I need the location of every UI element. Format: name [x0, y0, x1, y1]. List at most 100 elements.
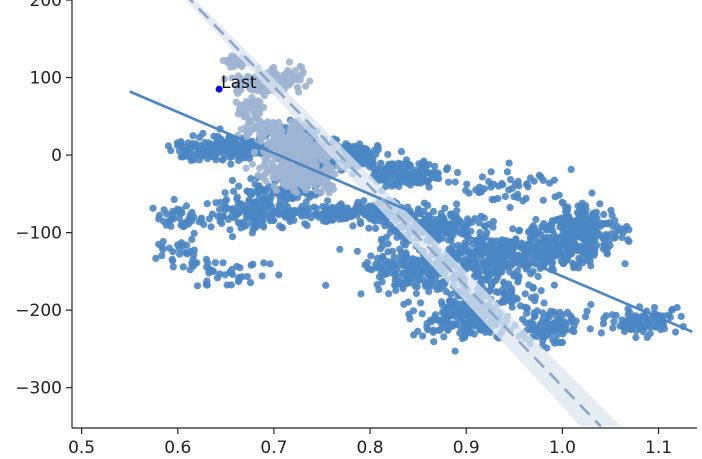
- data-point: [228, 265, 236, 273]
- data-point: [385, 290, 393, 298]
- data-point: [221, 189, 229, 197]
- data-point: [304, 209, 312, 217]
- fit-lines-layer: [129, 0, 693, 428]
- data-point: [278, 189, 286, 197]
- data-point: [454, 241, 462, 249]
- data-point: [556, 308, 564, 316]
- data-point: [444, 325, 452, 333]
- data-point: [534, 272, 542, 281]
- data-point: [261, 191, 269, 200]
- data-point: [475, 189, 483, 197]
- data-point: [636, 325, 644, 333]
- data-point: [170, 195, 178, 204]
- data-point: [326, 214, 334, 222]
- data-point: [223, 281, 231, 289]
- data-point: [213, 138, 221, 146]
- data-point: [540, 254, 548, 262]
- data-point: [220, 75, 228, 83]
- data-point: [423, 177, 431, 185]
- data-point: [384, 248, 392, 256]
- data-point: [292, 119, 300, 127]
- data-point: [596, 200, 604, 208]
- data-point: [247, 143, 255, 151]
- data-point: [610, 318, 618, 326]
- data-point: [299, 143, 307, 151]
- data-point: [607, 230, 616, 238]
- data-point: [449, 242, 457, 250]
- data-point: [564, 247, 572, 255]
- data-point: [539, 176, 548, 184]
- data-point: [496, 250, 505, 258]
- data-point: [189, 132, 197, 140]
- data-point: [212, 199, 220, 207]
- data-point: [203, 200, 211, 208]
- data-point: [539, 196, 547, 204]
- data-point: [415, 265, 423, 273]
- data-point: [351, 147, 359, 155]
- data-point: [557, 257, 565, 265]
- data-point: [152, 254, 160, 262]
- data-point: [235, 182, 243, 190]
- data-point: [454, 308, 462, 316]
- data-point: [415, 276, 423, 284]
- data-point: [173, 139, 182, 147]
- data-point: [399, 239, 407, 247]
- data-point: [284, 212, 293, 221]
- data-point: [536, 246, 545, 254]
- data-point: [255, 221, 263, 229]
- data-point: [623, 223, 631, 231]
- data-point: [365, 224, 373, 232]
- data-point: [621, 327, 629, 336]
- data-point: [241, 108, 250, 116]
- data-point: [265, 182, 273, 190]
- data-point: [303, 150, 311, 159]
- data-point: [319, 202, 327, 211]
- data-point: [566, 236, 575, 245]
- data-point: [600, 210, 608, 219]
- data-point: [597, 329, 606, 337]
- data-point: [513, 273, 521, 281]
- data-point: [516, 302, 525, 310]
- data-point: [626, 315, 634, 323]
- data-point: [393, 166, 401, 174]
- data-point: [482, 261, 490, 269]
- data-point: [357, 290, 365, 298]
- data-point: [274, 145, 282, 153]
- data-point: [338, 212, 346, 220]
- data-point: [212, 156, 220, 164]
- last-point-marker: [215, 85, 223, 93]
- data-point: [251, 122, 259, 131]
- data-point: [589, 210, 598, 218]
- data-point: [168, 255, 176, 263]
- data-point: [487, 168, 495, 176]
- data-point: [243, 272, 251, 281]
- data-point: [285, 58, 294, 66]
- data-point: [506, 203, 514, 212]
- x-tick-label: 0.8: [357, 438, 384, 458]
- data-point: [411, 174, 420, 182]
- data-point: [473, 243, 481, 251]
- data-point: [578, 199, 587, 207]
- data-point: [522, 319, 530, 327]
- data-point: [185, 150, 194, 158]
- data-point: [428, 277, 436, 285]
- data-point: [255, 85, 263, 93]
- data-point: [174, 241, 182, 249]
- data-point: [447, 212, 456, 220]
- data-point: [456, 329, 464, 337]
- y-tick-label: 200: [30, 0, 62, 11]
- data-point: [672, 328, 680, 336]
- x-tick-label: 1.1: [645, 438, 672, 458]
- data-point: [544, 245, 552, 253]
- data-point: [564, 206, 572, 214]
- data-point: [419, 332, 427, 340]
- main-fit-line: [129, 90, 693, 334]
- data-point: [492, 288, 500, 296]
- data-point: [228, 52, 236, 60]
- data-point: [500, 281, 509, 289]
- data-point: [391, 227, 399, 235]
- data-point: [559, 199, 567, 207]
- data-point: [262, 169, 270, 178]
- data-point: [485, 220, 493, 228]
- data-point: [454, 317, 462, 325]
